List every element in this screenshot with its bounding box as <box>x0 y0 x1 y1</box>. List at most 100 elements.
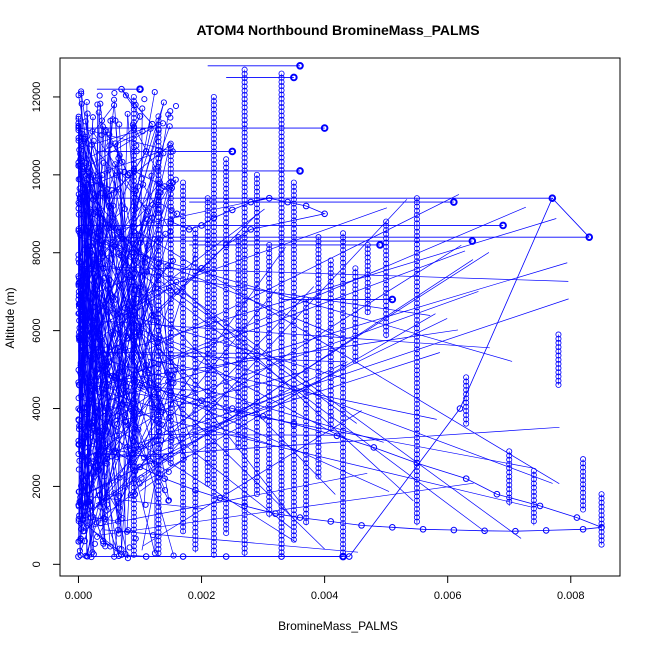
profile-point <box>204 237 211 244</box>
cluster-line <box>117 347 122 550</box>
profile-point <box>506 456 513 463</box>
profile-point <box>278 364 285 371</box>
profile-point <box>223 446 230 453</box>
profile-point <box>315 448 322 455</box>
profile-point <box>223 525 230 532</box>
profile-point <box>315 246 322 253</box>
profile-point <box>266 472 273 479</box>
data-point <box>450 526 458 534</box>
profile-point <box>303 514 310 521</box>
cluster-point <box>126 169 133 177</box>
connector-line <box>95 246 286 507</box>
profile-point <box>303 409 310 416</box>
cluster-point <box>78 100 85 107</box>
profile-point <box>290 477 297 484</box>
plot-area <box>75 61 605 562</box>
profile-point <box>210 228 217 235</box>
profile-point <box>180 406 187 413</box>
profile-point <box>278 112 285 119</box>
profile-point <box>278 456 285 463</box>
profile-point <box>223 483 230 490</box>
profile-point <box>167 165 174 172</box>
profile-point <box>192 482 199 489</box>
profile-point <box>266 409 273 416</box>
profile-point <box>290 263 297 270</box>
profile-point <box>266 451 273 458</box>
connector-line <box>138 313 436 486</box>
cluster-point <box>123 418 130 425</box>
cluster-point <box>116 152 123 159</box>
profile-point <box>530 488 537 495</box>
connector-line <box>99 482 474 536</box>
profile-point <box>413 304 420 311</box>
profile-point <box>192 486 199 493</box>
profile-point <box>463 412 470 419</box>
connector-line <box>114 370 309 423</box>
profile-point <box>223 303 230 310</box>
profile-point <box>192 310 199 317</box>
profile-point <box>266 485 273 492</box>
profile-point <box>315 259 322 266</box>
profile-point <box>413 363 420 370</box>
cluster-line <box>78 254 81 551</box>
profile-point <box>204 287 211 294</box>
profile-point <box>253 457 260 464</box>
profile-point <box>235 263 242 270</box>
profile-point <box>580 493 587 500</box>
profile-point <box>340 486 347 493</box>
profile-point <box>241 201 248 208</box>
data-point <box>370 444 378 451</box>
profile-point <box>241 507 248 514</box>
profile-point <box>290 414 297 421</box>
cluster-line <box>79 355 143 498</box>
profile-point <box>327 366 334 373</box>
profile-point <box>210 215 217 222</box>
profile-point <box>290 498 297 505</box>
profile-point <box>340 423 347 430</box>
profile-point <box>241 474 248 481</box>
profile-point <box>155 491 162 498</box>
profile-point <box>130 505 137 512</box>
cluster-line <box>98 208 126 232</box>
data-point <box>229 206 236 214</box>
profile-point <box>204 203 211 210</box>
profile-point <box>413 405 420 412</box>
cluster-point <box>116 504 123 511</box>
profile-point <box>192 226 199 233</box>
profile-point <box>290 456 297 463</box>
profile-point <box>180 255 187 262</box>
profile-point <box>210 194 217 201</box>
profile-point <box>413 317 420 324</box>
profile-point <box>278 473 285 480</box>
profile-point <box>266 300 273 307</box>
data-point <box>462 475 470 482</box>
profile-point <box>253 264 260 271</box>
profile-point <box>413 489 420 496</box>
profile-point <box>210 253 217 260</box>
cluster-point <box>152 165 159 172</box>
profile-point <box>327 349 334 356</box>
y-tick-label: 12000 <box>31 82 43 113</box>
cluster-line <box>78 517 104 522</box>
profile-point <box>223 341 230 348</box>
profile-point <box>340 528 347 535</box>
profile-point <box>413 258 420 265</box>
cluster-point <box>166 180 173 187</box>
level-leg-end <box>585 233 594 241</box>
profile-point <box>223 353 230 360</box>
profile-point <box>383 285 390 292</box>
profile-point <box>278 129 285 136</box>
profile-point <box>598 503 605 510</box>
connector-line <box>139 328 553 484</box>
connector-line <box>151 335 347 440</box>
profile-point <box>278 167 285 174</box>
cluster-line <box>91 122 164 146</box>
cluster-point <box>160 150 167 157</box>
profile-point <box>303 359 310 366</box>
profile-point <box>223 412 230 419</box>
profile-point <box>241 163 248 170</box>
connector-line <box>134 215 256 336</box>
profile-point <box>303 456 310 463</box>
profile-point <box>210 526 217 533</box>
cluster-line <box>79 339 81 461</box>
